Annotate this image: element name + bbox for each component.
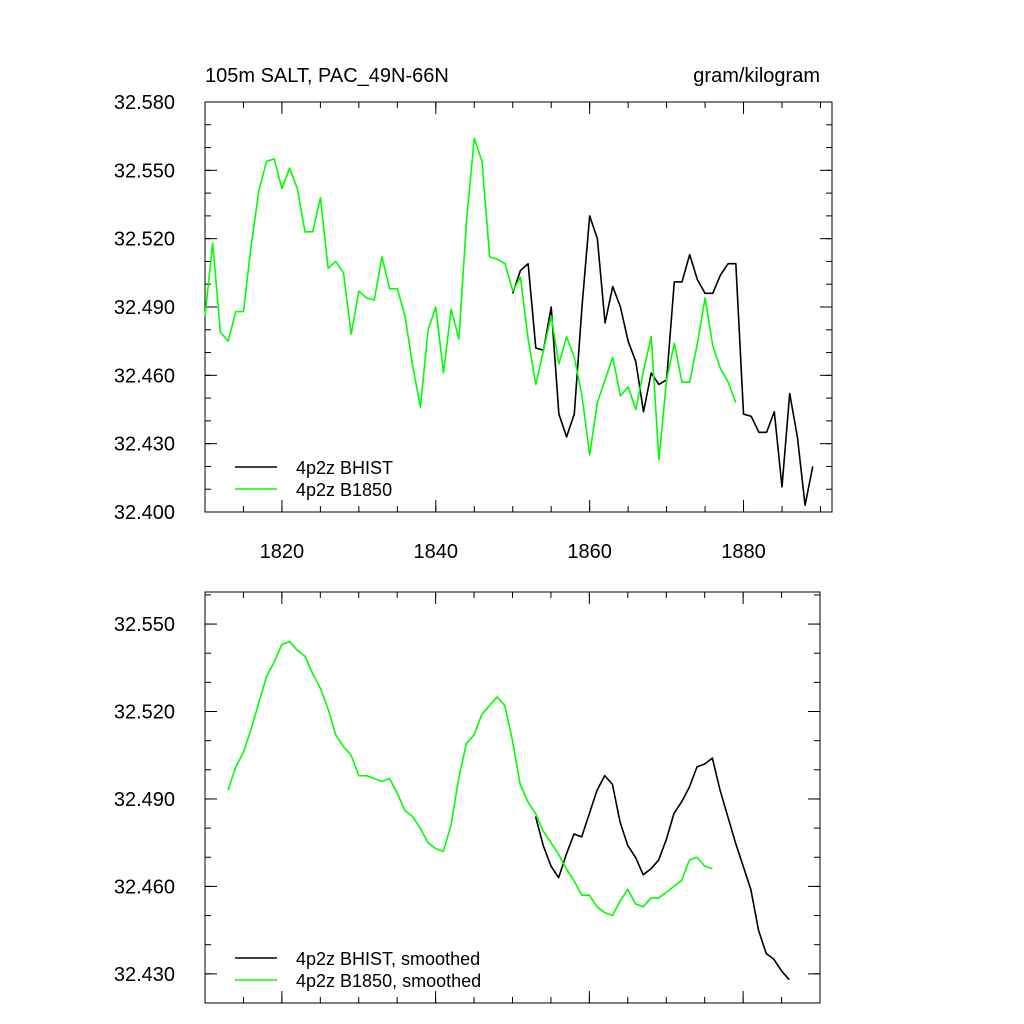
y-tick-label: 32.460 <box>114 365 175 387</box>
series-line <box>534 757 790 981</box>
y-tick-label: 32.460 <box>114 876 175 898</box>
y-tick-label: 32.490 <box>114 789 175 811</box>
y-tick-label: 32.400 <box>114 502 175 524</box>
x-tick-label: 1840 <box>414 541 459 563</box>
x-tick-label: 1880 <box>721 541 766 563</box>
y-tick-label: 32.550 <box>114 614 175 636</box>
legend-label: 4p2z B1850 <box>296 480 392 500</box>
y-tick-label: 32.550 <box>114 160 175 182</box>
chart-title: 105m SALT, PAC_49N-66N <box>205 65 449 87</box>
legend-label: 4p2z B1850, smoothed <box>296 971 481 991</box>
y-tick-label: 32.580 <box>114 92 175 114</box>
y-tick-label: 32.520 <box>114 702 175 724</box>
x-tick-label: 1820 <box>260 541 305 563</box>
plot-frame <box>204 591 821 1004</box>
series-line <box>204 137 737 461</box>
series-line <box>227 640 713 917</box>
legend-label: 4p2z BHIST, smoothed <box>296 949 480 969</box>
legend-label: 4p2z BHIST <box>296 458 393 478</box>
y-tick-label: 32.520 <box>114 229 175 251</box>
units-label: gram/kilogram <box>693 65 820 87</box>
series-line <box>511 215 814 506</box>
x-tick-label: 1860 <box>567 541 612 563</box>
y-tick-label: 32.430 <box>114 964 175 986</box>
y-tick-label: 32.430 <box>114 434 175 456</box>
y-tick-label: 32.490 <box>114 297 175 319</box>
plot-frame <box>204 101 833 513</box>
